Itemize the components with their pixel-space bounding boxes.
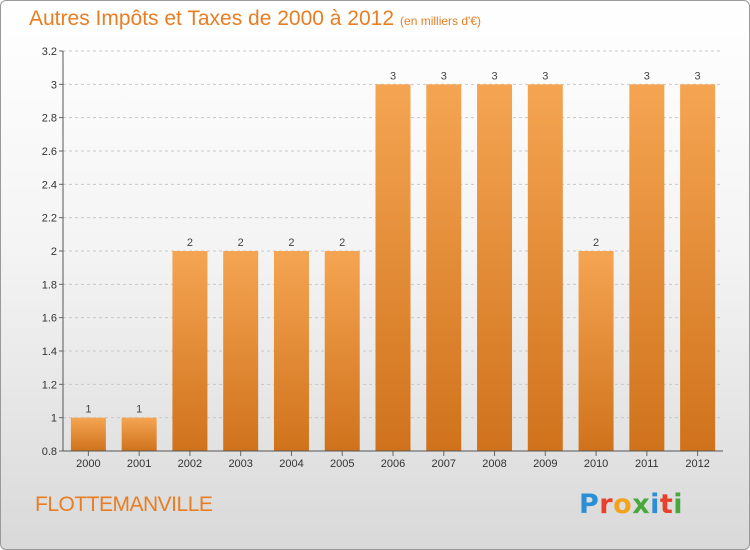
bar-value-label: 3 <box>542 70 548 82</box>
y-tick-label: 2.2 <box>42 213 57 225</box>
bar <box>223 251 259 451</box>
y-tick-label: 2.6 <box>42 146 57 158</box>
logo-letter: i <box>650 489 660 520</box>
x-tick-label: 2000 <box>76 458 100 470</box>
x-tick-label: 2002 <box>178 458 202 470</box>
logo-letter: P <box>579 489 600 520</box>
x-tick-label: 2005 <box>330 458 354 470</box>
y-tick-label: 3.2 <box>42 46 57 58</box>
bar <box>426 84 462 451</box>
y-tick-label: 2 <box>51 246 57 258</box>
x-tick-label: 2003 <box>228 458 252 470</box>
bar-value-label: 3 <box>644 70 650 82</box>
x-tick-label: 2004 <box>279 458 303 470</box>
x-tick-label: 2009 <box>533 458 557 470</box>
x-tick-label: 2006 <box>381 458 405 470</box>
y-tick-label: 1.4 <box>42 346 57 358</box>
bar <box>273 251 309 451</box>
bar <box>121 417 157 451</box>
bar <box>172 251 208 451</box>
bar-value-label: 3 <box>441 70 447 82</box>
chart-unit: (en milliers d'€) <box>400 14 482 28</box>
y-tick-label: 1.2 <box>42 379 57 391</box>
bar <box>375 84 411 451</box>
y-tick-label: 2.8 <box>42 113 57 125</box>
x-tick-label: 2008 <box>482 458 506 470</box>
axes <box>59 50 723 456</box>
bars <box>70 84 716 451</box>
x-tick-label: 2012 <box>685 458 709 470</box>
y-tick-label: 1.6 <box>42 313 57 325</box>
bar <box>629 84 665 451</box>
x-tick-label: 2011 <box>635 458 659 470</box>
y-tick-label: 3 <box>51 79 57 91</box>
commune-name: FLOTTEMANVILLE <box>35 493 213 516</box>
y-tick-label: 1 <box>51 413 57 425</box>
bar-value-label: 2 <box>288 237 294 249</box>
bar <box>324 251 360 451</box>
logo-letter: r <box>599 489 614 520</box>
y-tick-label: 1.8 <box>42 279 57 291</box>
bar-value-label: 2 <box>187 237 193 249</box>
logo-letter: x <box>632 489 651 520</box>
logo-letter: t <box>659 489 674 520</box>
bar <box>70 417 106 451</box>
bar-value-label: 2 <box>339 237 345 249</box>
chart-title: Autres Impôts et Taxes de 2000 à 2012 (en… <box>29 7 481 31</box>
bar-value-label: 3 <box>695 70 701 82</box>
bar-value-label: 1 <box>85 404 91 416</box>
bar <box>527 84 563 451</box>
y-tick-label: 2.4 <box>42 179 57 191</box>
bar-value-label: 2 <box>593 237 599 249</box>
proxiti-logo: Proxiti <box>579 489 683 520</box>
labels: 0.8 1 1.2 1.4 1.6 1.8 2 2.2 2.4 2.6 2.8 3 3.2 1 2000 1 2… <box>42 46 710 470</box>
bar <box>680 84 716 451</box>
y-tick-label: 0.8 <box>42 446 57 458</box>
logo-letter: i <box>673 489 684 520</box>
logo-letter: o <box>613 489 633 520</box>
bar-value-label: 3 <box>491 70 497 82</box>
x-tick-label: 2010 <box>584 458 608 470</box>
x-tick-label: 2007 <box>432 458 456 470</box>
chart-title-text: Autres Impôts et Taxes de 2000 à 2012 <box>29 7 395 30</box>
bar <box>477 84 513 451</box>
bar-value-label: 2 <box>238 237 244 249</box>
bar <box>578 251 614 451</box>
bar-value-label: 3 <box>390 70 396 82</box>
bar-value-label: 1 <box>136 404 142 416</box>
x-tick-label: 2001 <box>127 458 151 470</box>
